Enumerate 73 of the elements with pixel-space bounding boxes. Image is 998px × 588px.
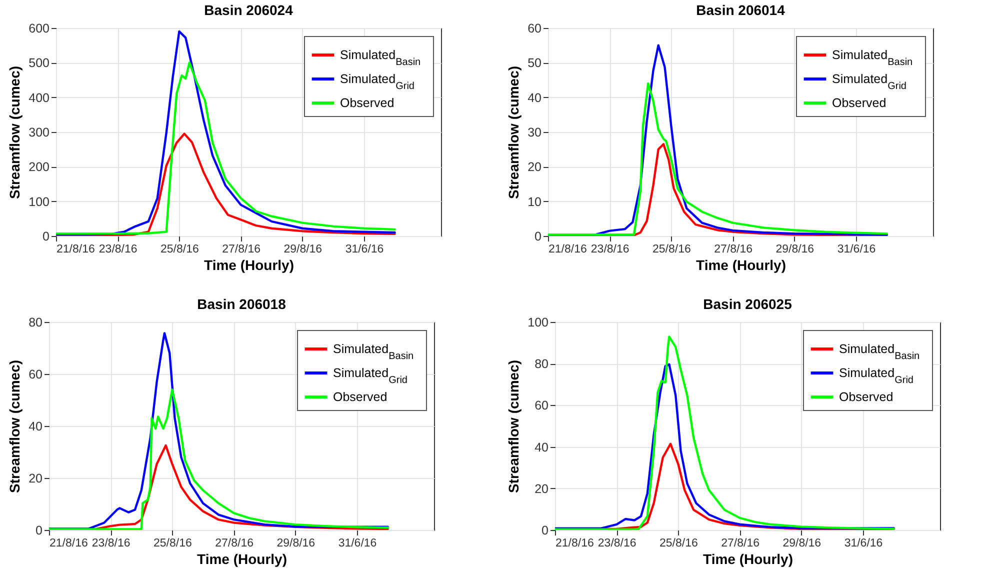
legend-label: Simulated$_{Basin}$ bbox=[832, 48, 913, 68]
x-tick-label: 25/8/16 bbox=[154, 538, 192, 550]
y-tick-label: 0 bbox=[36, 524, 43, 538]
y-tick-label: 60 bbox=[28, 368, 43, 382]
x-tick-label: 31/6/16 bbox=[345, 244, 384, 256]
y-axis-title: Streamflow (cumec) bbox=[6, 66, 23, 200]
x-tick-label: 21/8/16 bbox=[548, 244, 587, 256]
y-tick-label: 400 bbox=[28, 90, 50, 105]
y-tick-label: 20 bbox=[534, 482, 549, 496]
y-axis-title: Streamflow (cumec) bbox=[506, 66, 522, 200]
y-tick-label: 40 bbox=[528, 90, 542, 105]
y-tick-label: 40 bbox=[28, 420, 43, 434]
legend-label: Observed bbox=[333, 390, 388, 404]
x-tick-label: 27/8/16 bbox=[721, 538, 760, 550]
y-tick-label: 50 bbox=[528, 56, 542, 70]
x-tick-label: 31/6/16 bbox=[338, 538, 377, 550]
x-axis-title: Time (Hourly) bbox=[204, 257, 294, 273]
y-tick-label: 600 bbox=[28, 22, 50, 36]
x-tick-label: 25/8/16 bbox=[160, 244, 199, 256]
legend-label: Simulated$_{Grid}$ bbox=[832, 72, 906, 92]
chart-title: Basin 206014 bbox=[696, 2, 786, 18]
y-tick-label: 10 bbox=[528, 194, 542, 209]
y-tick-label: 100 bbox=[528, 316, 549, 330]
x-tick-label: 27/8/16 bbox=[222, 244, 260, 256]
x-tick-label: 29/8/16 bbox=[276, 538, 316, 550]
y-tick-label: 80 bbox=[28, 316, 43, 330]
x-tick-label: 21/8/16 bbox=[56, 244, 95, 256]
legend-label: Simulated$_{Basin}$ bbox=[839, 342, 920, 362]
y-tick-label: 30 bbox=[528, 126, 542, 140]
y-tick-label: 100 bbox=[28, 194, 50, 209]
y-tick-label: 0 bbox=[42, 230, 50, 244]
x-tick-label: 23/8/16 bbox=[92, 538, 130, 550]
y-tick-label: 20 bbox=[28, 472, 43, 486]
chart-title: Basin 206024 bbox=[204, 2, 294, 18]
legend-label: Simulated$_{Basin}$ bbox=[333, 342, 414, 362]
x-tick-label: 29/8/16 bbox=[776, 244, 814, 256]
x-tick-label: 21/8/16 bbox=[50, 538, 88, 550]
x-tick-label: 23/8/16 bbox=[98, 244, 138, 256]
legend-label: Simulated$_{Basin}$ bbox=[340, 48, 421, 68]
x-axis-title: Time (Hourly) bbox=[197, 551, 287, 567]
legend-label: Observed bbox=[839, 390, 894, 404]
x-tick-label: 27/8/16 bbox=[714, 244, 752, 256]
x-axis-title: Time (Hourly) bbox=[703, 551, 793, 567]
legend-label: Observed bbox=[832, 96, 886, 110]
y-axis-title: Streamflow (cumec) bbox=[6, 360, 23, 494]
legend-label: Observed bbox=[340, 96, 394, 110]
x-tick-label: 23/8/16 bbox=[598, 538, 636, 550]
x-tick-label: 25/8/16 bbox=[660, 538, 698, 550]
x-tick-label: 29/8/16 bbox=[782, 538, 822, 550]
x-axis-title: Time (Hourly) bbox=[696, 257, 786, 273]
y-tick-label: 80 bbox=[534, 357, 549, 372]
y-tick-label: 500 bbox=[28, 56, 50, 70]
chart-title: Basin 206018 bbox=[197, 296, 286, 312]
x-tick-label: 25/8/16 bbox=[652, 244, 691, 256]
x-tick-label: 21/8/16 bbox=[556, 538, 594, 550]
chart-title: Basin 206025 bbox=[703, 296, 792, 312]
y-tick-label: 0 bbox=[534, 230, 542, 244]
y-tick-label: 300 bbox=[28, 126, 50, 140]
x-tick-label: 23/8/16 bbox=[590, 244, 630, 256]
legend-label: Simulated$_{Grid}$ bbox=[340, 72, 414, 92]
y-tick-label: 200 bbox=[28, 160, 50, 174]
y-axis-title: Streamflow (cumec) bbox=[506, 360, 522, 494]
x-tick-label: 31/6/16 bbox=[837, 244, 876, 256]
legend-label: Simulated$_{Grid}$ bbox=[839, 366, 914, 386]
y-tick-label: 40 bbox=[534, 440, 549, 454]
y-tick-label: 20 bbox=[528, 160, 542, 174]
x-tick-label: 29/8/16 bbox=[284, 244, 322, 256]
legend-label: Simulated$_{Grid}$ bbox=[333, 366, 408, 386]
x-tick-label: 31/6/16 bbox=[844, 538, 883, 550]
y-tick-label: 0 bbox=[542, 524, 549, 538]
x-tick-label: 27/8/16 bbox=[215, 538, 254, 550]
y-tick-label: 60 bbox=[528, 22, 542, 36]
y-tick-label: 60 bbox=[534, 398, 549, 413]
